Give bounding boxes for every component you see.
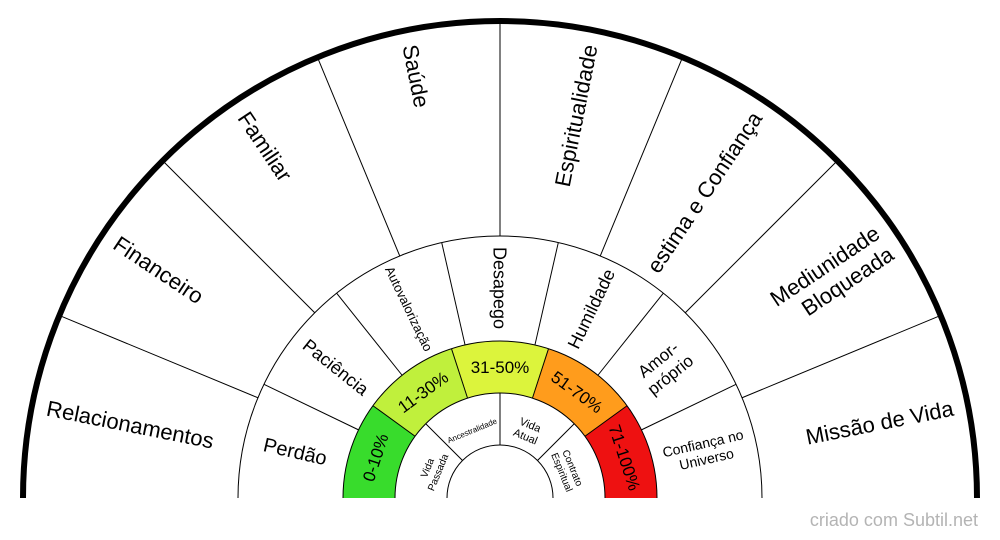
middle-segment-autovalorizacao [336,242,466,376]
outer-segment-familiar [162,57,400,313]
middle-divider [597,292,664,376]
outer-segment-estima-e-confianca [600,57,838,313]
credit-text: criado com Subtil.net [810,510,978,530]
outer-segment-financeiro [59,160,315,398]
percent-divider [584,405,628,437]
middle-divider [336,292,403,376]
outer-segment-espiritualidade [500,21,683,256]
inner-ring-outer-arc [394,392,606,499]
outer-segment-mediunidade-bloqueada [685,160,941,398]
middle-segment-paciencia [263,293,403,430]
inner-segment-vida-passada [395,423,463,498]
middle-label-desapego: Desapego [490,247,510,329]
inner-divider [425,423,463,461]
middle-ring-outer-arc [237,235,763,499]
outer-divider [59,314,259,399]
segment-fills [23,20,977,498]
percent-label-31-50: 31-50% [471,358,530,377]
percent-segment-51-70 [532,348,628,437]
outer-divider [316,57,401,257]
middle-divider [534,242,559,346]
inner-segment-ancestralidade [425,392,500,461]
middle-segment-desapego [441,236,559,345]
middle-label-desapego-line-1: Desapego [490,247,510,329]
inner-segment-contrato-espiritual [537,423,605,498]
middle-divider [263,383,359,431]
percent-divider [372,405,416,437]
middle-divider [441,242,466,346]
middle-segment-amor-proprio [597,293,737,430]
inner-segment-vida-atual [500,393,575,461]
middle-divider [641,383,737,431]
middle-segment-humildade [534,242,664,376]
inner-divider [537,423,575,461]
percent-segment-31-50 [451,340,549,399]
outer-divider [162,160,316,314]
percent-divider [531,348,549,399]
middle-segment-perdao [238,384,359,498]
hub-arc [446,444,554,499]
outer-divider [684,160,838,314]
percent-label-31-50-line-1: 31-50% [471,358,530,377]
percent-divider [451,348,469,399]
outer-border-arc [20,18,980,499]
ring-borders [20,18,980,499]
percent-segment-11-30 [372,348,468,437]
outer-segment-relacionamentos [23,315,258,498]
outer-divider [741,314,941,399]
middle-segment-confianca-no-universo [641,384,762,498]
percent-ring-outer-arc [342,340,658,499]
outer-segment-saude [317,20,500,256]
outer-divider [599,57,684,257]
outer-segment-missao-de-vida [742,315,977,498]
